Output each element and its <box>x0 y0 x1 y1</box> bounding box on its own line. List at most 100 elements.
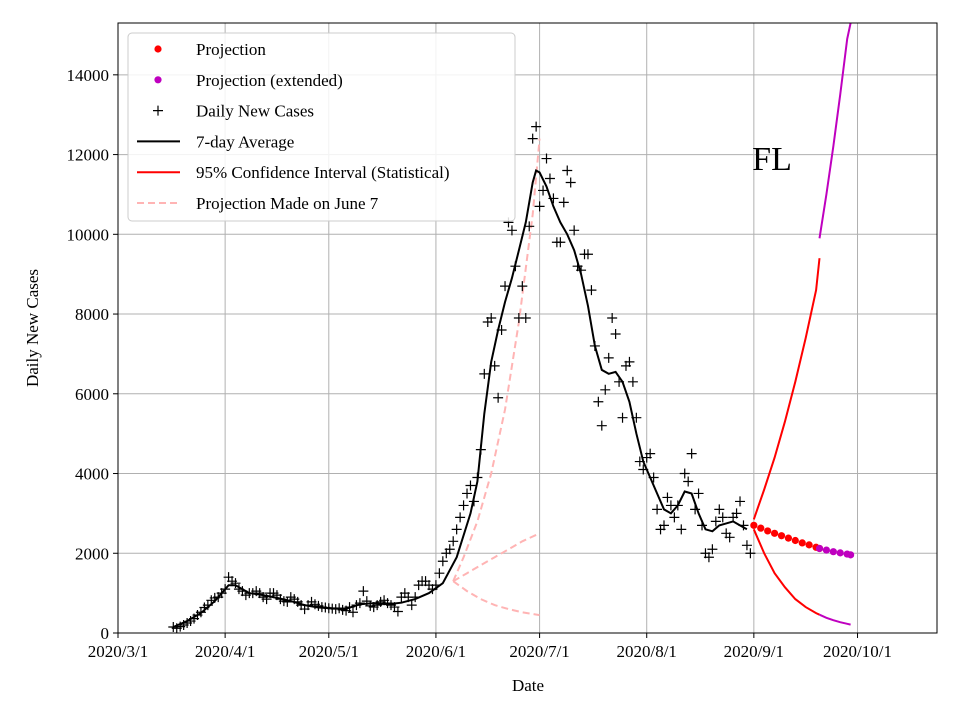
daily-case-point <box>565 177 576 188</box>
y-tick-label: 14000 <box>67 66 110 85</box>
legend-label: Daily New Cases <box>196 102 314 121</box>
daily-case-point <box>354 598 365 609</box>
projection-point <box>770 529 779 537</box>
daily-case-point <box>745 548 756 559</box>
daily-case-point <box>541 153 552 164</box>
daily-case-point <box>520 313 531 324</box>
daily-case-point <box>510 261 521 272</box>
projection-point <box>791 536 799 545</box>
x-tick-label: 2020/8/1 <box>616 642 676 661</box>
daily-case-point <box>714 504 725 515</box>
legend-label: 7-day Average <box>196 132 294 151</box>
daily-case-point <box>624 356 635 367</box>
projection-extended-point <box>836 549 844 557</box>
daily-case-point <box>392 606 403 617</box>
y-tick-label: 2000 <box>75 544 109 563</box>
x-tick-label: 2020/4/1 <box>195 642 255 661</box>
daily-case-point <box>669 512 680 523</box>
legend-label: Projection (extended) <box>196 71 343 90</box>
y-tick-label: 6000 <box>75 385 109 404</box>
daily-case-point <box>555 237 566 248</box>
daily-case-point <box>672 500 683 511</box>
daily-case-point <box>617 412 628 423</box>
legend: Projection Projection (extended) Daily New… <box>127 32 516 222</box>
x-tick-label: 2020/7/1 <box>509 642 569 661</box>
y-tick-label: 8000 <box>75 305 109 324</box>
daily-case-point <box>593 396 604 407</box>
daily-case-point <box>735 496 746 507</box>
daily-case-point <box>558 197 569 208</box>
daily-case-point <box>489 360 500 371</box>
daily-case-point <box>437 556 448 567</box>
daily-case-point <box>614 376 625 387</box>
daily-case-point <box>582 249 593 260</box>
ci-extended-upper-line <box>818 22 852 239</box>
y-tick-label: 10000 <box>67 225 110 244</box>
daily-case-point <box>496 324 507 335</box>
daily-case-point <box>531 121 542 132</box>
projection-point <box>777 532 786 540</box>
grid-lines <box>117 23 937 634</box>
y-axis-label: Daily New Cases <box>23 269 42 387</box>
daily-case-point <box>710 516 721 527</box>
daily-case-point <box>261 594 272 605</box>
daily-case-point <box>500 281 511 292</box>
daily-case-point <box>731 508 742 519</box>
axes-frame <box>117 22 938 634</box>
daily-case-point <box>686 448 697 459</box>
y-tick-label: 0 <box>101 624 110 643</box>
daily-case-point <box>458 500 469 511</box>
daily-case-point <box>220 584 231 595</box>
x-tick-label: 2020/6/1 <box>406 642 466 661</box>
daily-case-point <box>534 201 545 212</box>
daily-case-point <box>610 328 621 339</box>
legend-box <box>127 32 516 222</box>
daily-case-point <box>444 544 455 555</box>
daily-case-point <box>544 173 555 184</box>
y-tick-label: 12000 <box>67 146 110 165</box>
daily-case-point <box>741 540 752 551</box>
daily-case-point <box>548 193 559 204</box>
daily-case-point <box>576 265 587 276</box>
daily-case-point <box>506 225 517 236</box>
daily-case-point <box>434 568 445 579</box>
x-tick-label: 2020/10/1 <box>823 642 892 661</box>
seven-day-average-line <box>172 168 748 628</box>
projection-extended-point <box>829 548 837 556</box>
ci-extended-lower-line <box>819 613 851 626</box>
daily-case-point <box>527 133 538 144</box>
projection-extended-point <box>815 544 824 553</box>
daily-case-point <box>344 602 355 613</box>
legend-label: Projection <box>196 40 266 59</box>
legend-label: 95% Confidence Interval (Statistical) <box>196 163 450 182</box>
projection-point <box>750 521 758 529</box>
daily-case-point <box>683 476 694 487</box>
x-tick-label: 2020/3/1 <box>88 642 148 661</box>
state-annotation: FL <box>752 141 792 178</box>
daily-case-point <box>448 536 459 547</box>
daily-case-point <box>410 592 421 603</box>
x-tick-label: 2020/9/1 <box>724 642 784 661</box>
legend-marker <box>154 45 162 53</box>
projection-extended-point <box>847 551 855 559</box>
daily-case-point <box>462 488 473 499</box>
daily-case-point <box>451 524 462 535</box>
daily-case-point <box>627 376 638 387</box>
projection-point <box>784 534 793 542</box>
axis-ticks: 2020/3/1 2020/4/1 2020/5/1 2020/6/1 2020/7/1… <box>67 66 892 661</box>
daily-case-point <box>679 468 690 479</box>
daily-case-point <box>455 512 466 523</box>
daily-case-point <box>230 578 241 589</box>
daily-case-point <box>603 352 614 363</box>
projection-extended-point <box>822 546 831 554</box>
daily-case-point <box>707 544 718 555</box>
daily-case-point <box>358 586 369 597</box>
daily-case-point <box>631 412 642 423</box>
daily-case-point <box>430 580 441 591</box>
ci-upper-line <box>752 258 821 520</box>
daily-case-point <box>634 456 645 467</box>
daily-case-point <box>717 512 728 523</box>
projection-point <box>764 527 772 535</box>
daily-case-point <box>465 480 476 491</box>
